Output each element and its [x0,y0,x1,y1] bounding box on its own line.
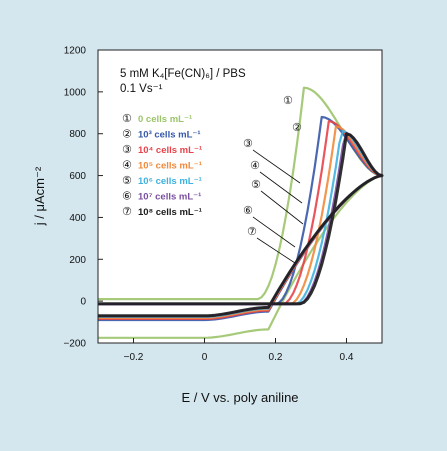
curve-label-leader [256,237,296,264]
annotation-line-2: 0.1 Vs⁻¹ [120,83,163,95]
legend-marker: ⑦ [122,206,132,218]
legend-marker: ① [122,113,132,125]
x-tick-label: −0.2 [124,352,144,363]
y-axis-ticks: −200 0 200 400 600 800 1000 1200 [63,46,103,350]
legend-marker: ④ [122,160,132,172]
y-axis-title: j / μAcm⁻² [32,166,47,226]
legend-marker: ⑤ [122,175,132,187]
legend-entry: 10⁵ cells mL⁻¹ [138,161,202,172]
curve-label-leader [260,190,304,225]
x-tick-label: 0 [202,352,208,363]
curve-label: ⑥ [243,205,253,217]
legend-marker: ③ [122,144,132,156]
annotation-line-1: 5 mM K₄[Fe(CN)₆] / PBS [120,68,246,80]
legend-marker: ⑥ [122,191,132,203]
y-tick-label: 1200 [64,46,87,57]
legend-marker: ② [122,129,132,141]
legend-entry: 10⁷ cells mL⁻¹ [138,192,201,203]
y-tick-label: 200 [69,255,86,266]
x-tick-label: 0.4 [340,352,354,363]
y-tick-label: 400 [69,213,86,224]
curve-labels: ① ② ③ ④ ⑤ ⑥ ⑦ [243,95,304,264]
legend-entry: 10³ cells mL⁻¹ [138,130,201,141]
curve-label: ① [283,95,293,107]
y-tick-label: 600 [69,171,86,182]
legend-entry: 10⁶ cells mL⁻¹ [138,176,202,187]
plot-frame [97,49,383,344]
y-tick-label: −200 [63,339,86,350]
x-tick-label: 0.2 [269,352,283,363]
y-tick-label: 800 [69,129,86,140]
x-axis-ticks: −0.2 0 0.2 0.4 [124,338,354,363]
legend: ① 0 cells mL⁻¹ ② 10³ cells mL⁻¹ ③ 10⁴ cells m… [122,113,202,218]
curve-label-leader [259,171,303,204]
legend-entry: 10⁸ cells mL⁻¹ [138,207,202,218]
y-tick-label: 1000 [64,87,87,98]
legend-entry: 10⁴ cells mL⁻¹ [138,145,202,156]
curve-label: ⑤ [251,179,261,191]
y-tick-label: 0 [80,297,86,308]
legend-entry: 0 cells mL⁻¹ [138,114,192,125]
curve-label: ② [292,122,302,134]
curve-label: ③ [243,138,253,150]
x-axis-title: E / V vs. poly aniline [181,390,298,405]
curve-label-leader [252,216,296,248]
curve-label: ④ [250,160,260,172]
curve-label: ⑦ [247,226,257,238]
curve-label-leader [252,149,301,184]
